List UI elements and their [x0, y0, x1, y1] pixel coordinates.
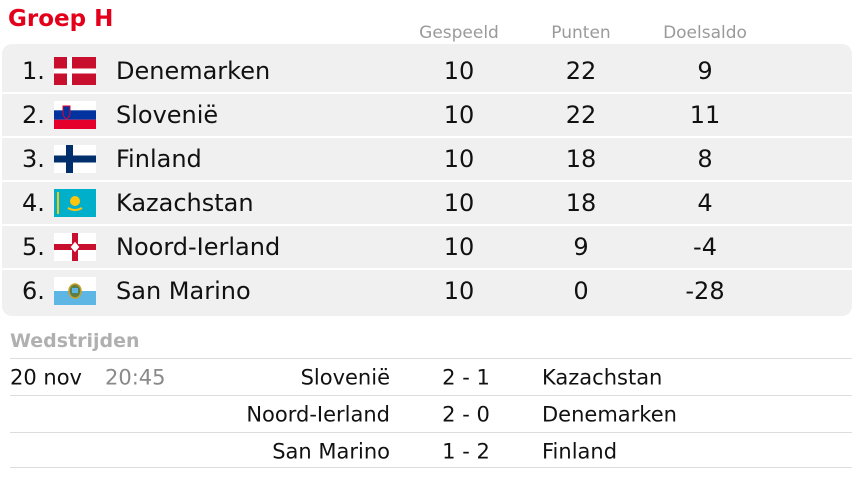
stat: 10 [443, 57, 475, 85]
flag [54, 233, 96, 261]
divider [10, 395, 852, 396]
rank: 6. [22, 277, 45, 305]
divider [10, 432, 852, 433]
team-name: San Marino [116, 277, 251, 305]
row-separator [2, 92, 852, 94]
matches-title: Wedstrijden [10, 330, 140, 352]
team-name: Noord-Ierland [116, 233, 281, 261]
away-team: Denemarken [542, 402, 677, 427]
rank: 5. [22, 233, 45, 261]
home-team: Slovenië [300, 365, 390, 390]
divider [10, 467, 852, 468]
stat: 9 [573, 233, 589, 261]
column-header: Gespeeld [419, 23, 499, 43]
away-team: Finland [542, 439, 618, 464]
match-time: 20:45 [105, 365, 166, 390]
divider [10, 358, 852, 359]
team-name: Finland [116, 145, 202, 173]
stat: 9 [697, 57, 713, 85]
stat: 10 [443, 145, 475, 173]
flag [54, 277, 96, 305]
flag [54, 57, 96, 85]
score: 1 - 2 [442, 439, 490, 464]
rank: 4. [22, 189, 45, 217]
stat: 8 [697, 145, 713, 173]
stat: 10 [443, 101, 475, 129]
flag [54, 189, 96, 217]
stat: 10 [443, 233, 475, 261]
stat: 0 [573, 277, 589, 305]
team-name: Kazachstan [116, 189, 254, 217]
team-name: Denemarken [116, 57, 271, 85]
team-name: Slovenië [116, 101, 219, 129]
stat: 11 [689, 101, 721, 129]
row-separator [2, 180, 852, 182]
away-team: Kazachstan [542, 365, 663, 390]
score: 2 - 0 [442, 402, 490, 427]
flag [54, 101, 96, 129]
rank: 1. [22, 57, 45, 85]
column-header: Punten [551, 23, 611, 43]
stat: -4 [693, 233, 717, 261]
match-date: 20 nov [10, 365, 82, 390]
stat: 18 [565, 189, 597, 217]
rank: 3. [22, 145, 45, 173]
stat: 22 [565, 101, 597, 129]
rank: 2. [22, 101, 45, 129]
stat: -28 [685, 277, 725, 305]
column-header: Doelsaldo [663, 23, 747, 43]
stat: 10 [443, 189, 475, 217]
row-separator [2, 268, 852, 270]
stat: 22 [565, 57, 597, 85]
row-separator [2, 136, 852, 138]
stat: 4 [697, 189, 713, 217]
row-separator [2, 224, 852, 226]
stat: 18 [565, 145, 597, 173]
home-team: San Marino [272, 439, 390, 464]
stat: 10 [443, 277, 475, 305]
score: 2 - 1 [442, 365, 490, 390]
flag [54, 145, 96, 173]
group-title: Groep H [8, 6, 114, 32]
home-team: Noord-Ierland [246, 402, 390, 427]
